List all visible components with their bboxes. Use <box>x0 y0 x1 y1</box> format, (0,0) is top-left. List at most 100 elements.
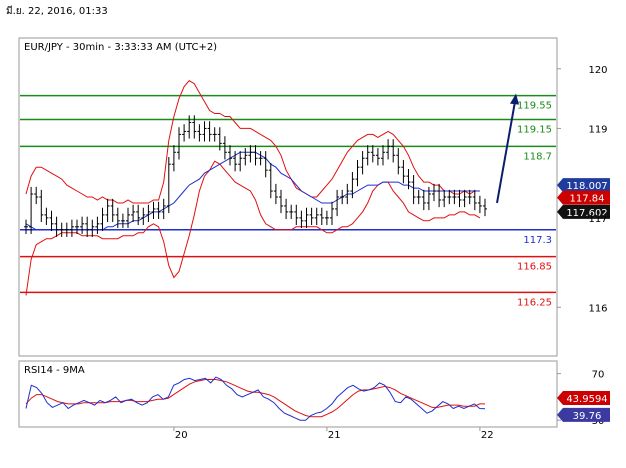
price-bar <box>355 160 360 187</box>
rsi-axis-label: 70 <box>592 370 605 381</box>
moving-average-line <box>25 151 480 231</box>
rsi-plot-frame <box>18 360 558 428</box>
price-bar <box>39 189 44 223</box>
rsi-tag-label: 39.76 <box>573 411 602 422</box>
price-bar <box>212 127 217 142</box>
price-bar <box>426 186 431 211</box>
main-chart-layer: 119.55 119.15 118.7 117.3 116.85 116.25 <box>20 80 556 308</box>
price-bar <box>187 115 192 139</box>
price-bar <box>304 207 309 229</box>
price-bar <box>309 207 314 226</box>
price-bar <box>268 163 273 199</box>
price-bar <box>228 145 232 166</box>
price-bar <box>166 157 171 214</box>
price-bar <box>314 207 319 226</box>
price-bar <box>156 201 161 220</box>
price-bar <box>233 151 238 172</box>
price-bar <box>54 216 59 237</box>
price-tag-label: 117.84 <box>570 194 605 205</box>
rsi-tag-box <box>557 390 610 405</box>
price-bar <box>472 189 477 211</box>
header-date: มี.ย. 22, 2016, 01:33 <box>6 5 108 17</box>
rsi-ma-line <box>25 379 485 418</box>
price-bar <box>457 189 462 208</box>
price-bar <box>131 204 136 223</box>
time-axis-label: 22 <box>481 430 494 441</box>
level-label-2: 118.7 <box>523 151 552 162</box>
level-label-1: 119.15 <box>517 124 552 135</box>
price-bar <box>477 195 482 214</box>
price-bar <box>59 222 64 237</box>
price-bar <box>105 198 110 223</box>
price-bar <box>330 201 334 226</box>
bollinger-lower-line <box>25 160 481 296</box>
price-bar <box>29 186 34 234</box>
price-bar <box>141 207 146 226</box>
price-bar <box>161 198 166 220</box>
price-bar <box>100 207 105 231</box>
price-axis-label: 119 <box>588 124 607 135</box>
price-bar <box>370 145 375 163</box>
price-tag-box <box>557 190 610 205</box>
price-bar <box>238 151 243 172</box>
level-label-0: 119.55 <box>517 101 552 112</box>
price-bar <box>411 174 416 205</box>
rsi-chart-layer <box>25 376 486 421</box>
price-bar <box>253 145 258 166</box>
price-bar <box>406 168 411 190</box>
price-bar <box>171 145 176 172</box>
price-bar <box>299 210 304 229</box>
projection-arrow-shaft <box>496 101 516 204</box>
price-bar <box>258 151 263 166</box>
level-label-4: 116.85 <box>517 262 552 273</box>
price-bar <box>284 198 289 220</box>
rsi-line <box>25 376 486 421</box>
price-bar <box>467 189 472 205</box>
price-bar <box>24 219 28 234</box>
price-bar <box>294 204 299 226</box>
price-bar <box>483 198 487 217</box>
price-bar <box>80 216 85 234</box>
price-bar <box>447 189 452 205</box>
price-bar <box>126 207 130 229</box>
price-bar <box>345 183 350 205</box>
price-axis-label: 117 <box>588 214 607 225</box>
price-bar <box>391 139 396 163</box>
price-bar <box>177 127 181 160</box>
price-bar <box>110 198 115 223</box>
price-bar <box>34 186 39 205</box>
price-bar <box>396 148 401 175</box>
price-bar <box>381 145 385 166</box>
price-bar <box>248 145 253 163</box>
price-bar <box>289 204 294 220</box>
price-bar <box>365 145 370 166</box>
price-bar <box>375 148 380 166</box>
rsi-panel-title: RSI14 - 9MA <box>24 365 85 376</box>
price-bar <box>324 210 329 226</box>
price-bar <box>49 210 54 231</box>
price-bar <box>90 219 95 237</box>
price-bar <box>69 219 74 237</box>
main-plot-frame <box>18 37 558 357</box>
rsi-tag-box <box>557 407 610 422</box>
price-bar <box>217 127 222 151</box>
price-bar <box>120 213 125 229</box>
price-axis-label: 120 <box>588 65 607 76</box>
price-bar <box>136 204 141 226</box>
price-bar <box>151 201 156 220</box>
price-bar <box>197 124 202 142</box>
main-panel-title: EUR/JPY - 30min - 3:33:33 AM (UTC+2) <box>24 42 217 53</box>
price-bar <box>243 148 248 166</box>
rsi-tag-label: 43.9594 <box>566 394 607 405</box>
price-bar <box>360 151 365 175</box>
price-bar <box>75 219 79 234</box>
price-bar <box>421 189 426 211</box>
price-bar <box>401 160 406 184</box>
price-bar <box>222 136 227 160</box>
price-bar <box>115 207 120 229</box>
bollinger-upper-line <box>25 80 480 204</box>
price-bar <box>462 189 467 208</box>
time-axis-label: 20 <box>175 430 188 441</box>
price-tag-label: 117.602 <box>566 208 607 219</box>
